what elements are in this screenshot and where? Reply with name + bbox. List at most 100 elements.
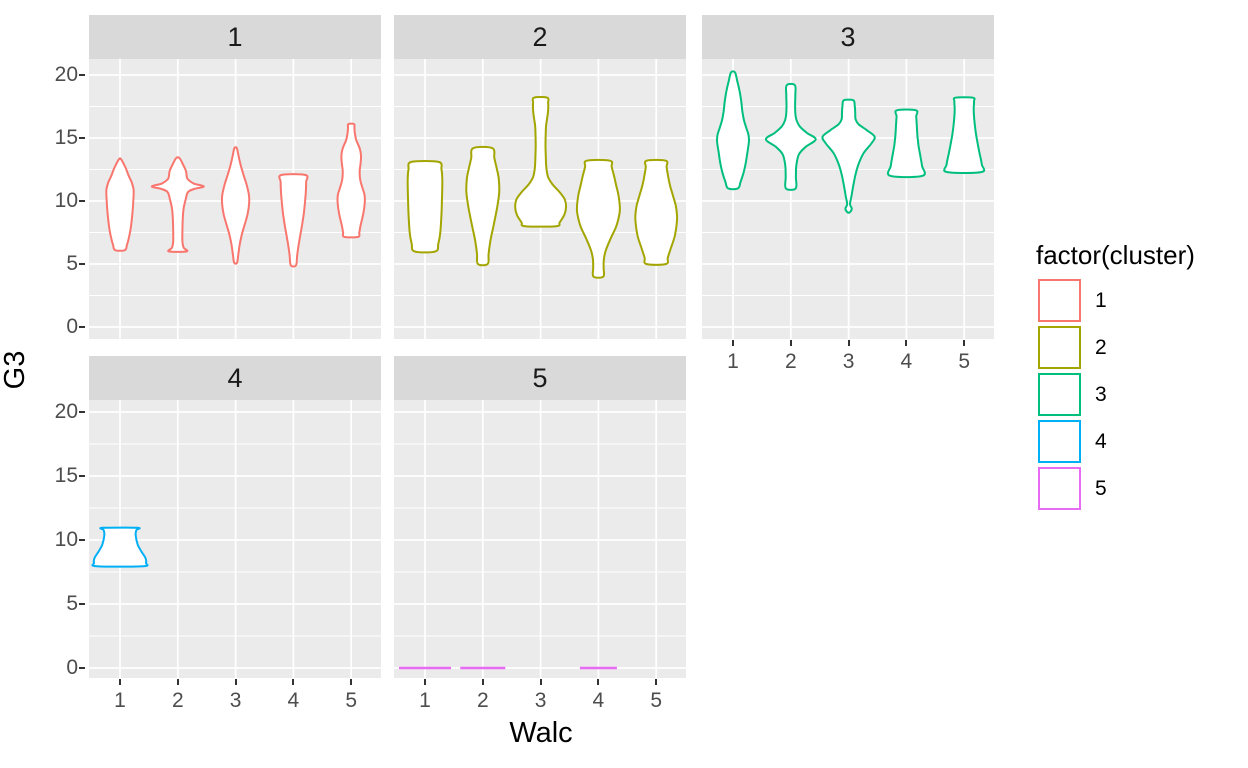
facet-panel-2 (394, 59, 686, 339)
legend-item-3: 3 (1036, 373, 1195, 416)
x-tick-mark (789, 340, 792, 346)
x-tick-label: 4 (592, 689, 605, 712)
x-tick-mark (539, 679, 542, 685)
legend-item-4: 4 (1036, 420, 1195, 463)
legend-items: 1 2 3 4 5 (1036, 279, 1195, 510)
x-tick-label: 3 (229, 689, 242, 712)
violin (220, 146, 251, 265)
x-tick-mark (234, 679, 237, 685)
legend-key-swatch (1038, 420, 1081, 463)
legend-title: factor(cluster) (1036, 240, 1195, 270)
legend-key-swatch (1038, 467, 1081, 510)
x-tick-label: 1 (114, 689, 126, 712)
violin (336, 122, 366, 239)
x-axis-title: Walc (509, 717, 573, 749)
legend-item-2: 2 (1036, 326, 1195, 369)
x-tick-label: 2 (171, 689, 184, 712)
violin (821, 98, 876, 214)
facet-panel-4 (89, 400, 381, 678)
facet-strip-label: 3 (840, 21, 856, 52)
x-tick-mark (292, 679, 295, 685)
x-tick-mark (176, 679, 179, 685)
x-tick-mark (963, 340, 966, 346)
facet-strip-2: 2 (394, 15, 686, 59)
violin (105, 157, 135, 252)
x-tick-mark (119, 679, 121, 685)
x-tick-label: 1 (727, 350, 739, 373)
legend-item-5: 5 (1036, 467, 1195, 510)
y-tick-mark (79, 263, 85, 265)
facet-strip-4: 4 (89, 356, 381, 400)
facet-strip-5: 5 (394, 356, 686, 400)
x-tick-mark (350, 679, 353, 685)
x-tick-mark (655, 679, 658, 685)
facet-panel-1 (89, 59, 381, 339)
x-tick-label: 4 (900, 350, 913, 373)
y-tick-mark (79, 667, 85, 669)
legend-item-1: 1 (1036, 279, 1195, 322)
legend-label: 4 (1095, 429, 1107, 453)
legend-label: 2 (1095, 335, 1107, 359)
y-tick-mark (79, 411, 85, 413)
y-tick-label: 20 (54, 63, 78, 86)
legend: factor(cluster) 1 2 3 4 5 (1036, 240, 1195, 514)
facet-strip-label: 2 (532, 21, 548, 52)
x-tick-label: 5 (650, 689, 663, 712)
y-tick-label: 15 (54, 464, 78, 487)
y-tick-label: 10 (54, 528, 78, 551)
legend-key-swatch (1038, 326, 1081, 369)
y-tick-mark (79, 137, 85, 139)
y-tick-label: 5 (66, 252, 78, 275)
x-tick-mark (905, 340, 908, 346)
violin (943, 96, 986, 174)
violin (150, 156, 205, 253)
facet-strip-label: 4 (227, 362, 243, 393)
y-tick-mark (79, 326, 85, 328)
legend-key-swatch (1038, 279, 1081, 322)
facet-strip-label: 5 (532, 362, 548, 393)
violin (514, 96, 568, 228)
facet-strip-3: 3 (702, 15, 994, 59)
x-tick-label: 1 (419, 689, 431, 712)
violin (886, 108, 926, 179)
x-tick-label: 5 (345, 689, 358, 712)
violin (406, 160, 444, 254)
x-tick-mark (597, 679, 600, 685)
y-tick-mark (79, 603, 85, 605)
facet-panel-5 (394, 400, 686, 678)
y-tick-mark (79, 74, 85, 76)
violin (91, 526, 149, 568)
x-tick-label: 2 (784, 350, 797, 373)
x-tick-label: 3 (842, 350, 855, 373)
x-tick-mark (847, 340, 850, 346)
y-tick-mark (79, 539, 85, 541)
legend-label: 3 (1095, 382, 1107, 406)
x-tick-mark (424, 679, 426, 685)
y-tick-label: 15 (54, 126, 78, 149)
x-tick-label: 3 (534, 689, 547, 712)
violin (634, 158, 679, 266)
violin (465, 145, 501, 267)
x-tick-label: 5 (958, 350, 971, 373)
y-tick-label: 0 (66, 656, 78, 679)
violin (575, 158, 621, 279)
y-tick-mark (79, 200, 85, 202)
legend-key-swatch (1038, 373, 1081, 416)
facet-strip-1: 1 (89, 15, 381, 59)
legend-label: 1 (1095, 288, 1107, 312)
y-tick-mark (79, 475, 85, 477)
y-tick-label: 0 (66, 315, 78, 338)
x-tick-mark (481, 679, 484, 685)
legend-label: 5 (1095, 476, 1107, 500)
y-axis-title: G3 (0, 350, 31, 390)
x-tick-mark (732, 340, 734, 346)
x-tick-label: 2 (476, 689, 489, 712)
violin (764, 82, 817, 191)
facet-strip-label: 1 (227, 21, 243, 52)
violin (278, 173, 309, 268)
facet-panel-3 (702, 59, 994, 339)
x-tick-label: 4 (287, 689, 300, 712)
violin (716, 70, 750, 191)
y-tick-label: 10 (54, 189, 78, 212)
